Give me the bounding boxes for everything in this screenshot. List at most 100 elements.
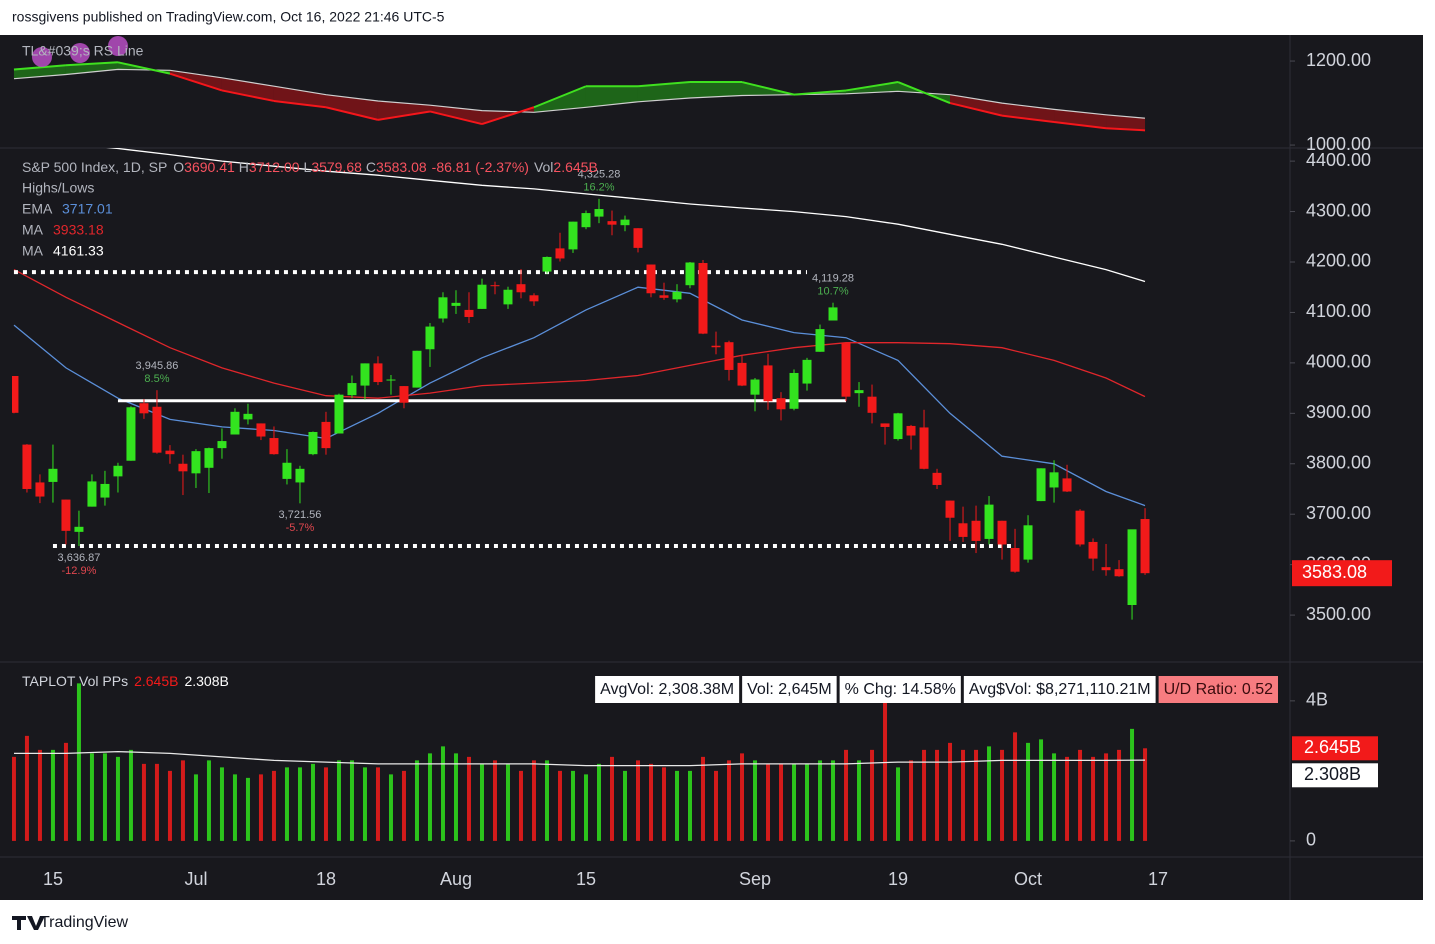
candle-body bbox=[737, 362, 747, 386]
volume-pane bbox=[12, 683, 1148, 841]
candle-body bbox=[997, 520, 1007, 545]
rs-line-segment bbox=[481, 106, 535, 126]
candle-body bbox=[139, 403, 149, 414]
legend-name: S&P 500 Index, 1D, SP bbox=[22, 159, 167, 175]
volume-bar bbox=[544, 760, 549, 841]
volume-bar bbox=[922, 749, 927, 841]
candle-body bbox=[152, 406, 162, 453]
legend-value: 3579.68 bbox=[311, 159, 362, 175]
volume-bar bbox=[831, 760, 836, 841]
x-tick-label: Aug bbox=[440, 869, 472, 889]
candle-body bbox=[685, 262, 695, 286]
volume-bar bbox=[50, 749, 55, 841]
volume-bar bbox=[336, 760, 341, 841]
candle-body bbox=[178, 463, 188, 472]
volume-bar bbox=[818, 760, 823, 841]
candle-body bbox=[386, 379, 396, 381]
volume-bar bbox=[258, 774, 263, 841]
rs-line-segment bbox=[429, 110, 483, 126]
volume-bar bbox=[1117, 749, 1122, 841]
candle-body bbox=[607, 221, 617, 225]
candle-body bbox=[893, 413, 903, 440]
indicator-value: 4161.33 bbox=[53, 243, 104, 259]
rs-ma-line bbox=[13, 68, 1146, 119]
volume-ma-line bbox=[14, 750, 1146, 767]
overlay: TL&#039;s RS Line 1000.00 1200.00 3500.00 3… bbox=[22, 36, 1392, 889]
volume-bar bbox=[141, 763, 146, 841]
x-tick-label: Sep bbox=[739, 869, 771, 889]
rs-line-segment bbox=[221, 89, 275, 102]
volume-bar bbox=[310, 763, 315, 841]
y-tick-label: 4300.00 bbox=[1306, 200, 1371, 220]
stat-box bbox=[963, 676, 1156, 703]
footer-brand: TradingView bbox=[40, 914, 128, 931]
volume-bar bbox=[349, 760, 354, 841]
y-tick-label: 3800.00 bbox=[1306, 453, 1371, 473]
y-tick-label: 3700.00 bbox=[1306, 503, 1371, 523]
candle-body bbox=[425, 326, 435, 350]
indicator-value: 3933.18 bbox=[53, 222, 104, 238]
candle-body bbox=[854, 390, 864, 394]
candle-body bbox=[308, 431, 318, 455]
volume-bar bbox=[1026, 742, 1031, 841]
volume-price-box bbox=[1292, 736, 1378, 761]
rs-line-segment bbox=[13, 64, 67, 71]
indicator-line bbox=[106, 148, 1146, 283]
volume-price-label: 2.645B bbox=[1304, 737, 1361, 757]
candle-body bbox=[789, 372, 799, 409]
volume-bar bbox=[128, 749, 133, 841]
volume-bar bbox=[440, 746, 445, 841]
rs-title: TL&#039;s RS Line bbox=[22, 43, 144, 59]
rs-line-segment bbox=[377, 110, 431, 121]
logo-icon bbox=[12, 916, 45, 930]
candle-body bbox=[880, 423, 890, 427]
candle-body bbox=[1088, 541, 1098, 559]
candle-body bbox=[542, 256, 552, 272]
rs-line-segment bbox=[65, 61, 119, 67]
rs-line-segment bbox=[637, 81, 691, 88]
candle-body bbox=[347, 383, 357, 396]
candle-body bbox=[828, 307, 838, 321]
volume-bar bbox=[102, 753, 107, 841]
volume-title: TAPLOT Vol PPs bbox=[22, 673, 128, 689]
candle-body bbox=[22, 444, 32, 489]
volume-bar bbox=[961, 749, 966, 841]
volume-bar bbox=[297, 767, 302, 841]
volume-bar bbox=[662, 767, 667, 841]
x-tick-label: Jul bbox=[184, 869, 207, 889]
volume-price-box bbox=[1292, 763, 1378, 788]
legend-key: Vol bbox=[534, 159, 553, 175]
extreme-pct: 16.2% bbox=[583, 182, 614, 194]
x-tick-label: 17 bbox=[1148, 869, 1168, 889]
y-tick-label: 3900.00 bbox=[1306, 402, 1371, 422]
volume-bar bbox=[675, 770, 680, 841]
y-tick-label: 4100.00 bbox=[1306, 301, 1371, 321]
volume-bar bbox=[193, 774, 198, 841]
volume-bar bbox=[180, 760, 185, 841]
candle-body bbox=[269, 438, 279, 455]
candle-body bbox=[698, 263, 708, 334]
candle-body bbox=[35, 482, 45, 497]
volume-bar bbox=[89, 753, 94, 841]
candle-body bbox=[334, 394, 344, 434]
candle-body bbox=[555, 248, 565, 259]
volume-bar bbox=[362, 767, 367, 841]
volume-bar bbox=[974, 749, 979, 841]
rs-fill bbox=[221, 77, 274, 101]
candle-body bbox=[581, 213, 591, 228]
volume-bar bbox=[622, 770, 627, 841]
volume-bar bbox=[688, 770, 693, 841]
stat-box bbox=[742, 676, 837, 703]
candle-body bbox=[945, 500, 955, 518]
legend-value: 3690.41 bbox=[184, 159, 235, 175]
volume-bar bbox=[557, 770, 562, 841]
extreme-label: 4,119.28 bbox=[812, 273, 854, 285]
candle-body bbox=[802, 359, 812, 384]
extreme-pct: 8.5% bbox=[144, 373, 169, 385]
volume-bar bbox=[779, 763, 784, 841]
candle-body bbox=[12, 375, 19, 413]
volume-bar bbox=[531, 760, 536, 841]
candle-body bbox=[165, 450, 175, 455]
volume-bar bbox=[427, 753, 432, 841]
